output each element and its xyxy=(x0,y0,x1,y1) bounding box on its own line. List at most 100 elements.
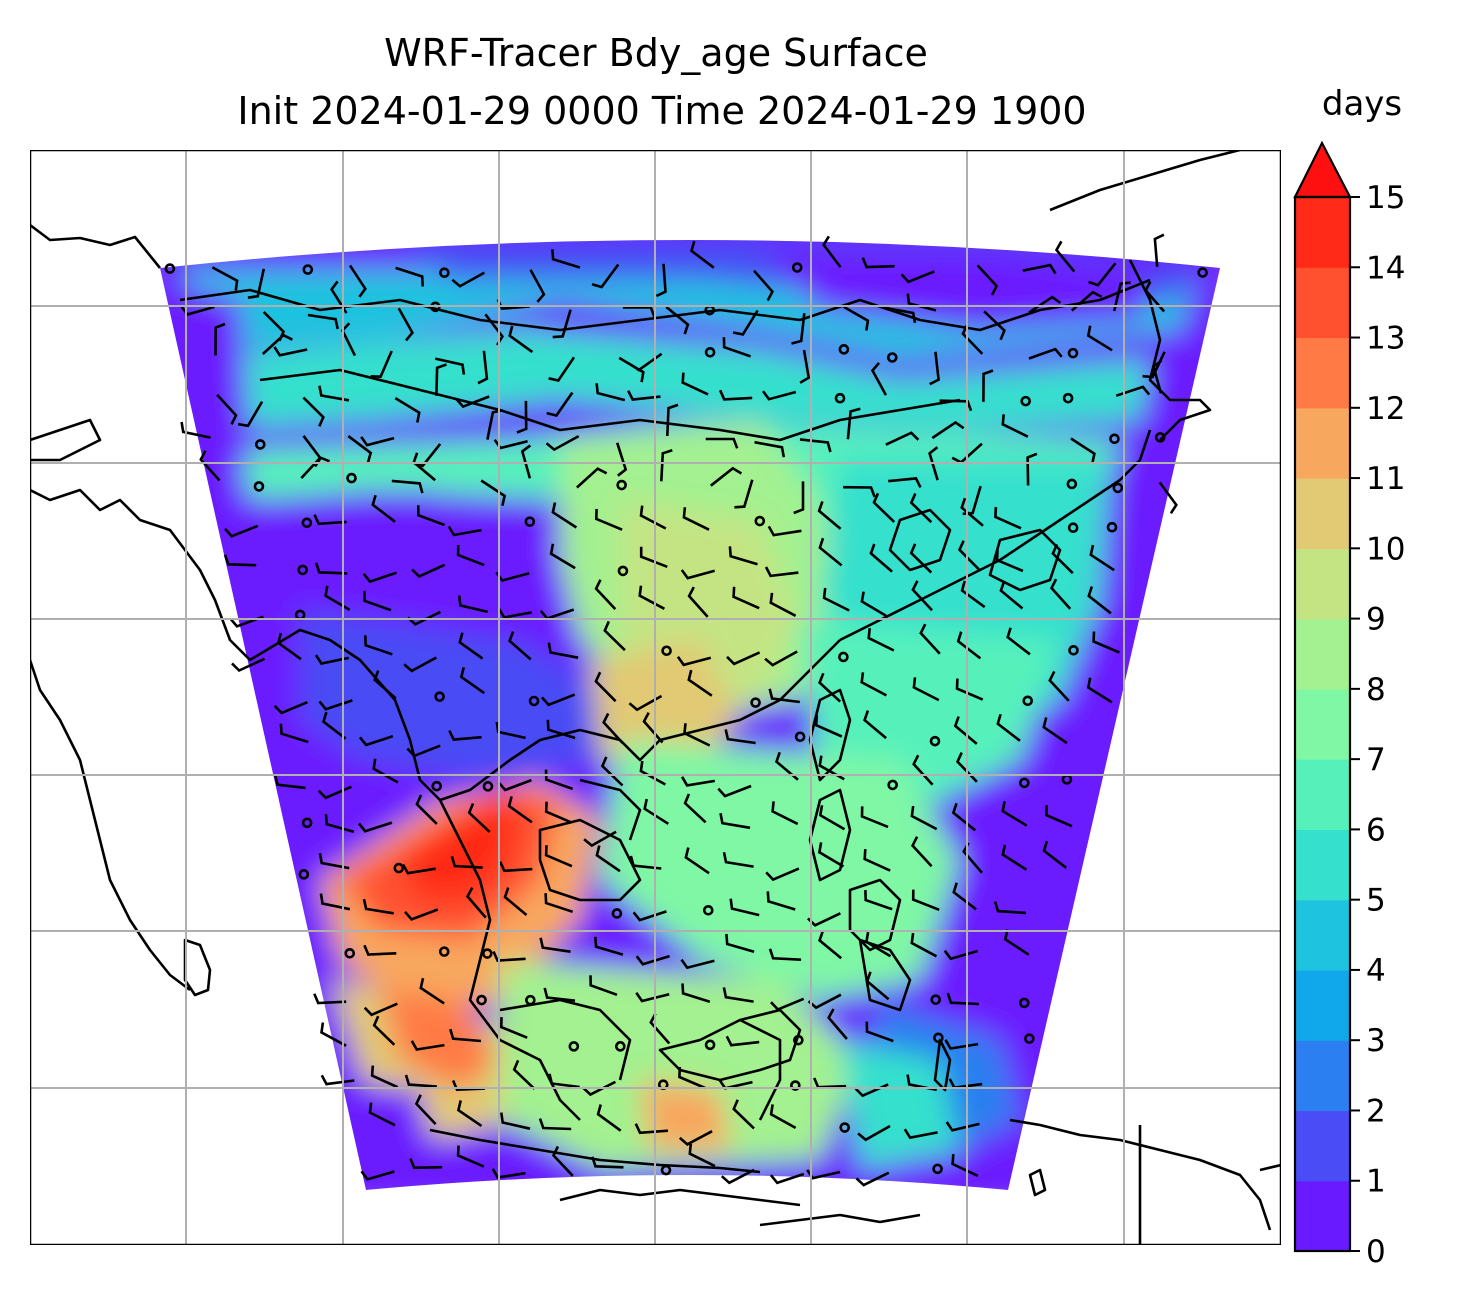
wind-barb xyxy=(320,1074,355,1086)
wind-barb xyxy=(818,537,843,567)
calm-wind-marker xyxy=(791,262,803,273)
wind-barb xyxy=(806,1169,841,1180)
wind-barb xyxy=(307,313,339,330)
wind-barb xyxy=(726,651,761,666)
wind-barb xyxy=(929,351,940,386)
colorbar-swatch xyxy=(1295,337,1350,409)
colorbar-tick-label: 14 xyxy=(1366,250,1405,286)
wind-barb xyxy=(928,446,939,481)
wind-barb xyxy=(638,585,666,610)
wind-barb xyxy=(909,492,933,524)
calm-wind-marker xyxy=(750,697,761,708)
wind-barb xyxy=(448,730,482,741)
wind-barb xyxy=(1049,578,1072,610)
wind-barb xyxy=(814,715,843,738)
wind-barb xyxy=(725,1035,760,1047)
colorbar-swatch xyxy=(1295,1040,1350,1112)
wind-barb xyxy=(373,670,397,700)
wind-barb xyxy=(909,543,933,574)
wind-barb xyxy=(544,893,574,914)
wind-barb xyxy=(320,1022,347,1047)
wind-barb xyxy=(857,1124,891,1142)
colorbar-tick-label: 11 xyxy=(1366,461,1405,497)
colorbar-swatch xyxy=(1295,478,1350,549)
wind-barb xyxy=(632,910,667,922)
wind-barb xyxy=(456,544,485,567)
wind-barb xyxy=(237,400,264,428)
wind-barb xyxy=(539,937,571,953)
wind-barb xyxy=(546,719,576,740)
wind-barb xyxy=(594,579,617,610)
wind-barb xyxy=(719,813,751,830)
wind-barb xyxy=(503,887,528,916)
calm-wind-marker xyxy=(301,517,313,529)
wind-barb xyxy=(1003,929,1030,956)
map-title: WRF-Tracer Bdy_age Surface xyxy=(384,31,928,75)
calm-wind-marker xyxy=(886,352,898,363)
calm-wind-marker xyxy=(793,1034,804,1046)
wind-barb xyxy=(956,631,982,660)
wind-barb xyxy=(410,1040,445,1051)
wind-barb xyxy=(680,776,716,787)
wind-barb xyxy=(520,444,532,479)
wind-barb xyxy=(595,383,626,402)
wind-barb xyxy=(1153,233,1165,268)
colorbar-tick-label: 6 xyxy=(1366,812,1386,848)
wind-barb xyxy=(480,479,507,506)
wind-barb xyxy=(634,1123,669,1135)
wind-barb xyxy=(451,271,486,288)
calm-wind-marker xyxy=(164,263,176,274)
wind-barb xyxy=(551,249,581,269)
wind-barb xyxy=(910,805,938,831)
wind-barb xyxy=(596,1104,622,1132)
wind-barb xyxy=(678,1066,706,1090)
wind-barb xyxy=(766,891,796,911)
wind-barb xyxy=(944,1039,979,1050)
wind-barb xyxy=(955,678,984,701)
calm-wind-marker xyxy=(617,565,629,577)
calm-wind-marker xyxy=(838,651,849,663)
wind-barb xyxy=(450,856,483,869)
wind-barb xyxy=(318,385,350,402)
wind-barb xyxy=(818,805,846,831)
calm-wind-marker xyxy=(834,392,846,404)
wind-barb xyxy=(1022,263,1057,275)
wind-barb xyxy=(717,784,752,798)
wind-barb xyxy=(615,442,628,477)
wind-barb xyxy=(952,882,977,911)
calm-wind-marker xyxy=(393,862,405,874)
wind-barb xyxy=(627,390,661,401)
wind-barb xyxy=(655,263,667,298)
colorbar-tick-label: 1 xyxy=(1366,1164,1386,1200)
calm-wind-marker xyxy=(1112,482,1124,494)
calm-wind-marker xyxy=(1109,433,1120,445)
wind-barb xyxy=(906,293,937,312)
wind-barb xyxy=(516,400,528,434)
colorbar-tick-label: 13 xyxy=(1366,321,1405,357)
wind-barb xyxy=(1026,452,1038,486)
wind-barb xyxy=(687,586,709,618)
calm-wind-marker xyxy=(933,1032,944,1044)
wind-barb xyxy=(665,305,690,335)
wind-barb xyxy=(544,769,574,791)
wind-barb xyxy=(363,944,397,956)
calm-wind-marker xyxy=(301,817,313,829)
wind-barb xyxy=(512,1059,536,1090)
wind-barb xyxy=(960,580,986,609)
wind-barb xyxy=(370,350,393,379)
wind-barb xyxy=(360,1170,395,1181)
calm-wind-marker xyxy=(704,1039,716,1051)
calm-wind-marker xyxy=(838,344,850,355)
wind-barb xyxy=(855,1171,890,1187)
wind-barb xyxy=(864,931,892,958)
calm-wind-marker xyxy=(253,481,265,492)
wind-barb xyxy=(639,546,668,569)
wind-barb xyxy=(363,1002,398,1017)
wind-barb xyxy=(869,543,893,573)
calm-wind-marker xyxy=(431,780,443,792)
wind-barb xyxy=(872,492,896,523)
wind-barb xyxy=(676,656,712,667)
wind-barb xyxy=(1087,586,1112,615)
wind-barb xyxy=(603,620,626,652)
